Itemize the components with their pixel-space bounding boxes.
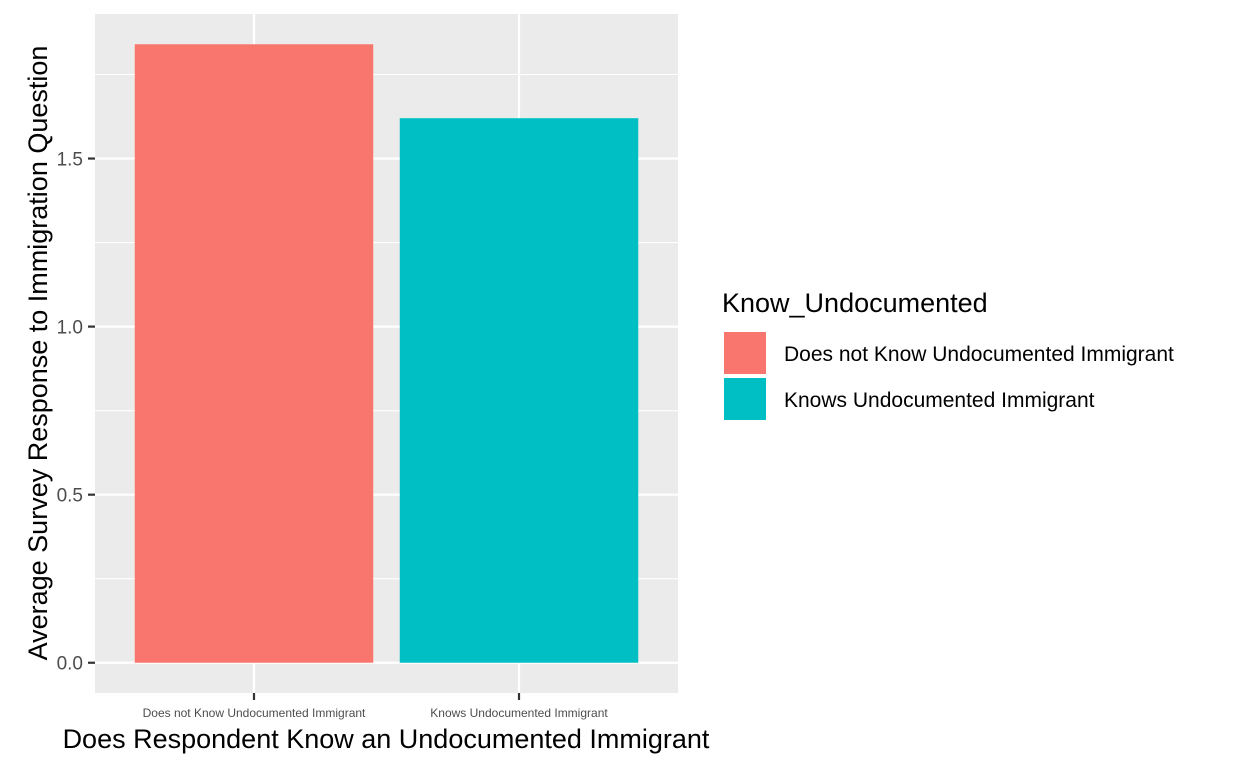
legend-label: Does not Know Undocumented Immigrant [784,343,1174,366]
y-axis: 0.0 0.5 1.0 1.5 [57,150,95,675]
legend-swatch [724,378,766,420]
y-tick-label: 0.5 [57,486,83,507]
y-axis-title: Average Survey Response to Immigration Q… [23,46,53,661]
y-tick-label: 1.5 [57,150,83,171]
x-tick-label: Does not Know Undocumented Immigrant [143,706,366,720]
bar [399,118,639,663]
x-axis: Does not Know Undocumented Immigrant Know… [143,693,608,720]
legend: Know_Undocumented Does not Know Undocume… [722,288,1174,422]
y-tick-label: 0.0 [57,654,83,675]
y-tick-label: 1.0 [57,318,83,339]
bar [134,44,374,663]
legend-label: Knows Undocumented Immigrant [784,389,1095,412]
bars [134,44,639,663]
legend-swatch [724,332,766,374]
x-axis-title: Does Respondent Know an Undocumented Imm… [63,724,710,754]
legend-title: Know_Undocumented [722,288,988,318]
x-tick-label: Knows Undocumented Immigrant [430,706,608,720]
